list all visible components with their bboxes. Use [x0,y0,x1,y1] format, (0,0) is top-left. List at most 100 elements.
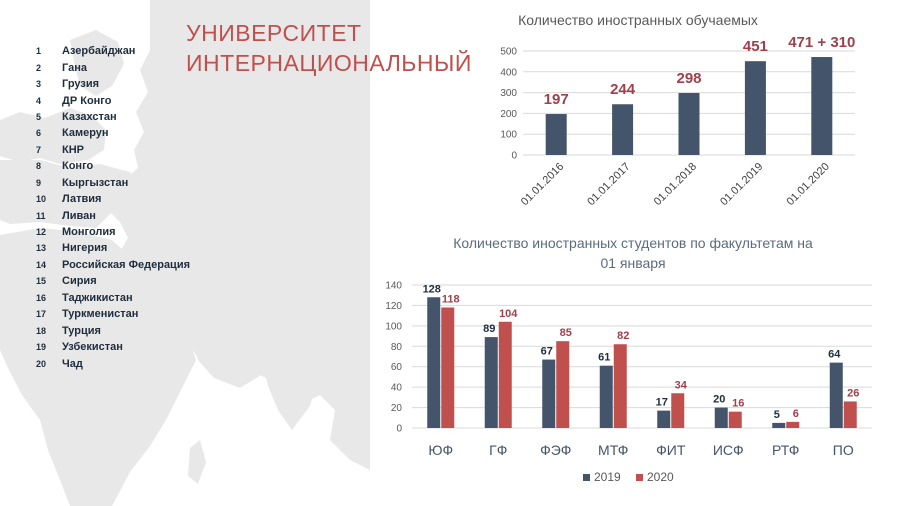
country-item: 15 Сирия [36,273,190,289]
y-tick-label: 140 [385,281,402,292]
country-number: 12 [36,227,47,238]
data-label-2020: 82 [617,330,629,342]
bar-2019 [599,365,613,428]
bar-2019 [829,362,843,428]
country-number: 15 [36,276,47,287]
bar-2020 [843,401,857,428]
country-item: 12 Монголия [36,224,190,240]
y-tick-label: 20 [391,403,403,414]
data-label: 298 [676,70,701,87]
x-tick-label: ЮФ [428,442,453,458]
country-name: Азербайджан [62,45,136,58]
x-tick-label: ГФ [489,442,507,458]
country-name: ДР Конго [62,94,112,107]
bar [678,93,700,155]
data-label-2019: 17 [656,397,668,409]
country-item: 20 Чад [36,355,190,371]
y-tick-label: 300 [500,88,517,99]
data-label-2020: 6 [793,408,799,420]
country-name: Кыргызстан [62,176,129,189]
country-name: Камерун [62,127,109,140]
country-item: 5 Казахстан [36,109,190,125]
country-item: 7 КНР [36,142,190,158]
country-number: 2 [36,62,42,73]
chart-title-line-2: 01 января [600,255,665,271]
country-name: КНР [62,143,84,156]
country-item: 14 Российская Федерация [36,257,190,273]
country-item: 16 Таджикистан [36,290,190,306]
y-tick-label: 400 [500,67,517,78]
chart-title-line-1: Количество иностранных студентов по факу… [453,235,813,251]
legend-label: 2020 [647,470,674,484]
bar-2019 [542,359,556,428]
legend-swatch-2019 [583,474,590,481]
country-name: Казахстан [62,110,117,123]
country-number: 6 [36,128,42,139]
country-item: 13 Нигерия [36,240,190,256]
country-name: Гана [62,61,87,74]
bar [545,114,567,155]
country-name: Российская Федерация [62,258,190,271]
x-tick-label: ИСФ [713,442,744,458]
data-label: 451 [743,38,768,55]
country-number: 11 [36,210,46,221]
data-label: 197 [544,91,569,108]
y-tick-label: 100 [500,130,517,141]
y-tick-label: 500 [500,47,517,58]
country-number: 14 [36,259,47,270]
y-tick-label: 80 [391,342,403,353]
bar-2020 [613,344,627,428]
data-label-2020: 34 [675,379,688,391]
bar-2020 [498,321,512,428]
x-tick-label: МТФ [598,442,628,458]
country-name: Чад [62,357,83,370]
country-number: 9 [36,177,42,188]
bar [811,57,833,156]
country-name: Конго [62,160,94,173]
country-item: 3 Грузия [36,76,190,92]
y-tick-label: 100 [385,321,402,332]
bar-2019 [772,422,786,428]
country-item: 9 Кыргызстан [36,175,190,191]
data-label-2020: 85 [560,327,572,339]
foreign-students-chart: Количество иностранных обучаемых 0 100 200 3… [500,12,855,208]
country-number: 20 [36,358,47,369]
y-tick-label: 0 [396,424,402,435]
country-item: 17 Туркменистан [36,306,190,322]
bar-2020 [671,393,685,428]
country-number: 13 [36,243,47,254]
x-tick-label: ФЭФ [540,442,571,458]
country-item: 6 Камерун [36,125,190,141]
title-line-1: УНИВЕРСИТЕТ [186,20,362,46]
bar [612,104,634,155]
country-name: Сирия [62,275,97,288]
bar-2020 [728,411,742,428]
country-number: 4 [36,95,42,106]
data-label: 244 [610,81,636,98]
bar-2019 [714,407,728,428]
country-item: 11 Ливан [36,207,190,223]
country-number: 19 [36,342,47,353]
x-tick-label: РТФ [772,442,799,458]
country-item: 10 Латвия [36,191,190,207]
bar-2020 [556,341,570,428]
chart-title: Количество иностранных обучаемых [518,12,758,28]
data-label-2019: 67 [541,346,553,358]
data-label-2019: 5 [774,409,780,421]
country-list: 1 Азербайджан 2 Гана 3 Грузия 4 ДР Конго 5 Казахс… [36,43,190,372]
y-tick-label: 40 [391,383,403,394]
data-label-2019: 89 [483,323,495,335]
country-name: Ливан [62,209,96,222]
bar-2020 [441,307,455,428]
y-tick-label: 0 [511,151,517,162]
y-tick-label: 60 [391,362,403,373]
country-item: 18 Турция [36,322,190,338]
bar-2020 [786,421,800,428]
data-label-2020: 26 [847,387,859,399]
country-number: 1 [36,46,42,57]
legend-swatch-2020 [636,474,643,481]
country-name: Таджикистан [62,291,133,304]
country-name: Монголия [62,226,116,239]
country-number: 8 [36,161,42,172]
